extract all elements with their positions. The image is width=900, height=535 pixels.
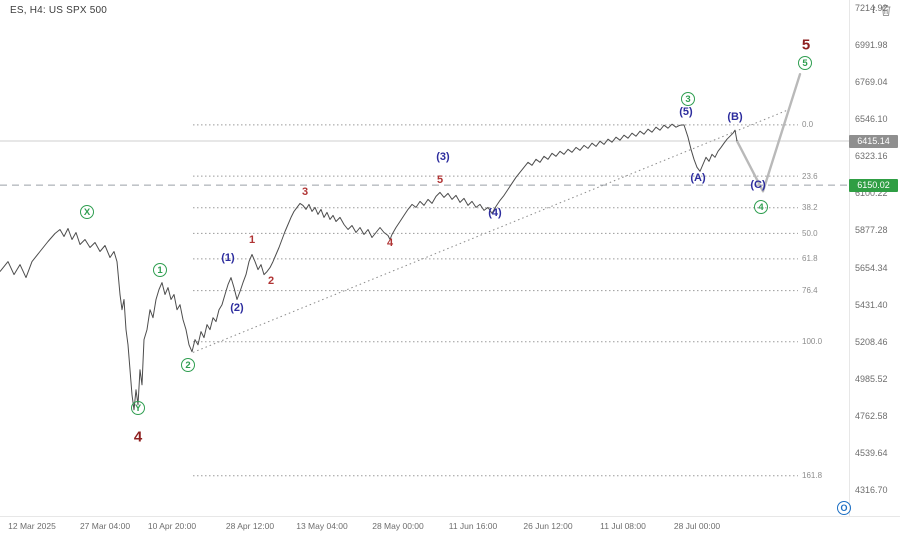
timer-icon[interactable]: t [872,5,875,16]
x-axis-label: 28 May 00:00 [372,521,424,531]
fib-level-label[interactable]: 161.8 [802,471,823,481]
chart-toolbar: t [872,4,892,17]
wave-label-2[interactable]: 2 [267,275,275,287]
x-axis-label: 10 Apr 20:00 [147,521,197,531]
x-axis-label: 11 Jul 08:00 [600,521,646,531]
fib-level-label[interactable]: 61.8 [802,254,818,264]
level-price-tag[interactable]: 6150.02 [849,178,898,192]
wave-label-a[interactable]: (A) [690,172,706,184]
wave-label-4[interactable]: (4) [488,207,502,219]
fib-level-label[interactable]: 23.6 [802,171,818,181]
fib-level-label[interactable]: 76.4 [802,286,818,296]
x-axis-label: 11 Jun 16:00 [448,521,498,531]
x-axis-label: 28 Jul 00:00 [673,521,721,531]
y-axis-label: 5877.28 [855,225,888,236]
y-axis-label: 7214.92 [855,3,888,13]
wave-label-c[interactable]: (C) [750,179,766,191]
wave-label-1[interactable]: 1 [248,234,256,246]
fib-level-label[interactable]: 0.0 [802,120,814,130]
y-axis-label: 6100.22 [855,188,888,199]
x-axis-label: 26 Jun 12:00 [523,521,573,531]
x-axis-label: 12 Mar 2025 [8,521,56,531]
y-axis-label: 4316.70 [855,485,888,495]
wave-label-4[interactable]: 4 [754,200,768,214]
price-line [0,123,738,411]
y-axis-label: 6323.16 [855,151,888,162]
y-axis-label: 5654.34 [855,262,888,273]
wave-label-3[interactable]: 3 [301,186,309,198]
trash-icon[interactable] [880,4,892,17]
y-axis-label: 6769.04 [855,77,888,88]
price-axis[interactable] [849,0,900,516]
x-axis-label: 28 Apr 12:00 [225,521,275,531]
wave-label-5[interactable]: 5 [436,174,444,186]
y-axis-label: 5208.46 [855,336,888,347]
fib-level-label[interactable]: 50.0 [802,228,818,238]
wave-label-2[interactable]: (2) [230,302,244,314]
wave-label-5[interactable]: 5 [798,56,812,70]
trendline[interactable] [192,109,789,353]
y-axis-label: 4762.58 [855,410,888,421]
fib-level-label[interactable]: 100.0 [802,337,823,347]
x-axis-label: 13 May 04:00 [296,521,348,531]
wave-label-3[interactable]: (3) [436,151,450,163]
y-axis-label: 4539.64 [855,447,888,458]
x-axis-label: 27 Mar 04:00 [79,521,131,531]
time-axis[interactable] [0,516,900,535]
wave-label-x[interactable]: X [80,205,94,219]
y-axis-label: 6546.10 [855,114,888,125]
wave-label-4[interactable]: 4 [133,428,143,446]
chart-plot-area [0,73,849,477]
wave-label-y[interactable]: Y [131,401,145,415]
wave-label-5[interactable]: 5 [801,36,811,54]
fib-level-label[interactable]: 38.2 [802,203,818,213]
wave-label-4[interactable]: 4 [386,237,394,249]
symbol-title: ES, H4: US SPX 500 [10,5,107,16]
current-price-tag: 6415.14 [849,134,898,148]
wave-label-b[interactable]: (B) [727,111,743,123]
wave-label-3[interactable]: 3 [681,92,695,106]
wave-label-1[interactable]: (1) [221,252,235,264]
y-axis-label: 5431.40 [855,299,888,310]
forecast-path[interactable] [735,73,802,193]
y-axis-label: 6991.98 [855,40,888,51]
y-axis-label: 4985.52 [855,373,888,384]
wave-label-2[interactable]: 2 [181,358,195,372]
objects-tree-badge[interactable]: O [837,501,851,515]
wave-label-1[interactable]: 1 [153,263,167,277]
wave-label-5[interactable]: (5) [679,106,693,118]
